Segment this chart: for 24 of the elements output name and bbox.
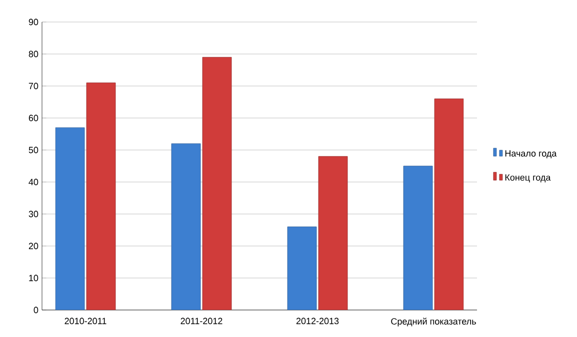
y-tick-label: 30 xyxy=(28,210,38,218)
bar xyxy=(86,82,116,310)
y-tick-label: 60 xyxy=(28,114,38,122)
bar xyxy=(434,98,464,310)
bar xyxy=(55,127,85,310)
x-tick-label: Средний показатель xyxy=(391,318,476,326)
bar xyxy=(287,226,317,310)
x-tick-label: 2011-2012 xyxy=(180,318,222,324)
y-tick-label: 40 xyxy=(28,178,38,186)
y-tick-label: 70 xyxy=(28,82,38,90)
bar xyxy=(171,143,201,310)
y-tick-label: 10 xyxy=(29,274,38,282)
y-tick-label: 80 xyxy=(28,50,38,58)
bar xyxy=(403,166,433,310)
bar xyxy=(202,57,232,310)
y-tick-label: 0 xyxy=(34,306,38,314)
x-tick-label: 2010-2011 xyxy=(64,318,106,324)
y-tick-label: 50 xyxy=(28,146,38,154)
legend-label: Конец года xyxy=(505,174,551,182)
legend-label: Начало года xyxy=(505,150,557,158)
y-tick-label: 20 xyxy=(28,242,38,250)
x-tick-label: 2012-2013 xyxy=(296,318,339,324)
bar xyxy=(318,156,348,310)
y-tick-label: 90 xyxy=(28,18,38,26)
